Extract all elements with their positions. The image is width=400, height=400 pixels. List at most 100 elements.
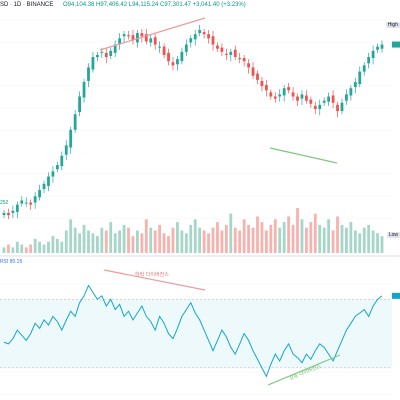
candle-body xyxy=(127,35,130,37)
volume-bar xyxy=(260,222,264,253)
volume-bar xyxy=(127,227,130,253)
candle-body xyxy=(78,96,81,113)
volume-bar xyxy=(313,213,317,253)
candle-body xyxy=(251,67,255,76)
candle-body xyxy=(229,51,233,55)
candle-body xyxy=(376,46,379,50)
candle-body xyxy=(158,46,162,48)
volume-bar xyxy=(100,227,104,253)
volume-bar xyxy=(331,230,335,253)
candle-body xyxy=(95,54,99,58)
volume-bar xyxy=(118,230,122,253)
candle-body xyxy=(345,94,348,101)
volume-bar xyxy=(300,219,304,253)
volume-bar xyxy=(2,247,6,253)
volume-bar xyxy=(69,219,73,253)
candles xyxy=(2,24,400,220)
candle-body xyxy=(273,96,277,99)
rsi-bullish-divergence-line xyxy=(267,354,341,386)
volume-bar xyxy=(362,227,366,253)
volume-bar xyxy=(247,224,250,253)
volume-bar xyxy=(162,233,166,253)
volume-bar xyxy=(220,230,224,253)
volume-bar xyxy=(264,230,268,253)
volume-bar xyxy=(229,213,233,253)
volume-bar xyxy=(82,224,86,253)
volume-bar xyxy=(238,230,242,253)
volume-bar xyxy=(256,216,259,253)
candle-body xyxy=(198,30,202,34)
candle-body xyxy=(100,51,104,53)
volume-bar xyxy=(278,227,282,253)
rsi-bearish-divergence-line xyxy=(103,269,206,291)
candle-body xyxy=(180,51,184,62)
candle-body xyxy=(184,44,188,52)
volume-bar xyxy=(91,233,95,253)
volume-bar xyxy=(180,230,184,253)
candle-body xyxy=(140,33,144,37)
volume-bar xyxy=(291,224,295,253)
volume-bar xyxy=(136,230,139,253)
symbol-label: SD · 1D · BINANCE xyxy=(0,2,54,8)
candle-body xyxy=(336,104,339,112)
last-price-marker xyxy=(392,41,400,48)
volume-bar xyxy=(273,219,277,253)
volume-bar xyxy=(153,230,157,253)
candle-body xyxy=(131,35,135,41)
volume-bar xyxy=(95,236,99,253)
volume-bar xyxy=(242,219,246,253)
candle-body xyxy=(47,176,50,186)
volume-bar xyxy=(73,227,77,253)
volume-bar xyxy=(87,230,90,253)
candle-body xyxy=(29,202,33,205)
candle-body xyxy=(171,62,175,66)
volume-bar xyxy=(327,219,331,253)
candle-body xyxy=(202,32,206,35)
volume-bar xyxy=(349,222,353,253)
candle-body xyxy=(64,145,68,155)
candle-body xyxy=(211,36,215,45)
volume-bar xyxy=(189,224,193,253)
candle-body xyxy=(318,104,322,109)
candle-body xyxy=(371,50,375,59)
volume-bar xyxy=(193,219,197,253)
candle-body xyxy=(300,94,304,99)
volume-bar xyxy=(269,224,273,253)
candle-body xyxy=(167,52,170,62)
volume-bar xyxy=(371,230,375,253)
candle-body xyxy=(287,87,291,91)
volume-bar xyxy=(20,244,24,253)
candle-body xyxy=(296,96,299,101)
volume-bar xyxy=(104,230,108,253)
volume-bars xyxy=(2,208,384,253)
volume-bar xyxy=(167,236,170,253)
candle-body xyxy=(122,34,126,37)
volume-bar xyxy=(345,227,348,253)
volume-bar xyxy=(207,233,210,253)
volume-bar xyxy=(202,230,206,253)
candle-body xyxy=(291,92,295,97)
candle-body xyxy=(242,58,246,62)
high-tag: High xyxy=(385,22,400,28)
rsi-last-marker xyxy=(392,292,400,299)
candle-body xyxy=(238,58,242,60)
candle-body xyxy=(349,88,353,96)
volume-bar xyxy=(184,233,188,253)
volume-bar xyxy=(233,227,237,253)
volume-bar xyxy=(140,233,144,253)
volume-bar xyxy=(7,244,10,253)
volume-bar xyxy=(367,224,371,253)
volume-bar xyxy=(309,222,313,253)
volume-value: 252 xyxy=(0,200,9,206)
volume-bar xyxy=(149,227,153,253)
volume-bar xyxy=(176,222,179,253)
candle-body xyxy=(353,81,357,88)
volume-bar xyxy=(38,241,41,253)
volume-bar xyxy=(336,216,339,253)
candle-body xyxy=(313,105,317,109)
rsi-line xyxy=(3,284,383,378)
chart-header: SD · 1D · BINANCE O94,104.38 H97,406.42 … xyxy=(0,2,246,8)
candle-body xyxy=(362,65,366,72)
